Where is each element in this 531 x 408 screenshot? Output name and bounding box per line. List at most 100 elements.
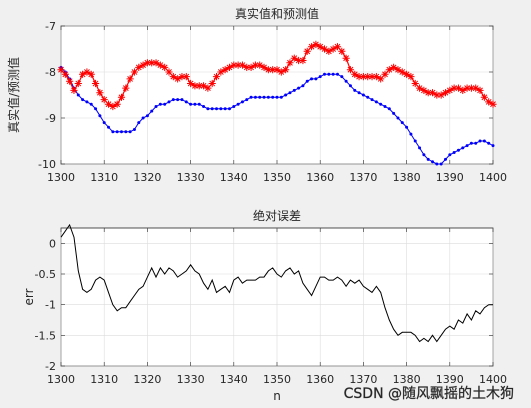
chart-title: 真实值和预测值 (235, 6, 319, 21)
data-point (351, 70, 359, 78)
x-tick-label: 1380 (393, 373, 421, 386)
data-point (139, 61, 147, 69)
data-point (124, 130, 128, 134)
data-point (187, 79, 195, 88)
data-point (303, 47, 311, 55)
data-point (113, 100, 121, 108)
data-point (225, 63, 234, 71)
data-point (448, 153, 452, 157)
y-axis-label: 真实值/预测值 (6, 57, 21, 133)
y-tick-label: -1.5 (35, 329, 56, 342)
data-point (456, 148, 460, 152)
data-point (217, 68, 225, 76)
data-point (454, 84, 463, 92)
data-point (323, 72, 327, 76)
x-tick-label: 1310 (90, 171, 118, 184)
data-point (372, 73, 380, 81)
data-point (189, 102, 193, 106)
data-point (130, 68, 139, 76)
data-point (491, 144, 495, 148)
subplot-true-vs-predicted: 真实值和预测值 1300 1310 1320 1330 1340 1350 1360 1370… (6, 6, 507, 184)
data-point (487, 141, 491, 145)
data-point (305, 79, 309, 83)
data-point (251, 61, 259, 69)
y-tick-label: -2 (45, 360, 56, 373)
data-point (387, 107, 391, 111)
data-point (407, 73, 415, 81)
data-point (411, 79, 419, 88)
data-point (79, 70, 87, 78)
data-point (109, 102, 117, 111)
data-point (98, 114, 102, 118)
tick-marks (60, 228, 494, 367)
data-point (184, 100, 188, 104)
data-point (370, 98, 374, 102)
data-point (61, 70, 69, 78)
y-tick-label: -10 (38, 158, 56, 171)
data-point (420, 86, 428, 94)
data-point (66, 77, 74, 85)
data-point (441, 89, 450, 97)
x-tick-label: 1330 (177, 171, 205, 184)
data-point (299, 56, 307, 65)
y-tick-labels: -2 -1.5 -1 -0.5 0 (35, 237, 56, 373)
x-tick-label: 1330 (177, 373, 205, 386)
series-layer (60, 223, 493, 343)
data-point (383, 105, 387, 108)
x-tick-label: 1380 (393, 171, 421, 184)
data-point (368, 73, 376, 81)
grid (60, 228, 494, 367)
data-point (182, 73, 190, 81)
data-point (141, 116, 145, 120)
tick-marks (60, 25, 494, 165)
data-point (428, 89, 437, 97)
data-point (463, 84, 471, 92)
data-point (74, 79, 82, 88)
data-point (394, 66, 402, 74)
y-tick-label: -1 (45, 299, 56, 312)
data-point (437, 91, 445, 99)
data-point (310, 77, 314, 81)
data-point (206, 107, 210, 111)
data-point (346, 66, 355, 74)
data-point (256, 61, 264, 69)
data-point (236, 102, 240, 106)
data-point (331, 72, 335, 76)
data-point (446, 86, 454, 94)
data-point (195, 82, 203, 90)
data-point (94, 107, 98, 111)
data-point (119, 130, 123, 134)
data-point (266, 95, 270, 99)
data-point (135, 63, 143, 71)
series-line (60, 223, 493, 343)
x-tick-labels: 1300 1310 1320 1330 1340 1350 1360 1370 1380 1390… (47, 171, 507, 184)
data-point (312, 40, 320, 48)
data-point (366, 95, 370, 99)
data-point (301, 84, 305, 88)
x-tick-label: 1310 (90, 373, 118, 386)
data-point (485, 98, 493, 106)
data-point (57, 66, 65, 74)
data-point (452, 151, 456, 154)
x-tick-label: 1400 (479, 373, 507, 386)
data-point (435, 162, 439, 166)
y-axis-label: err (22, 288, 36, 305)
x-tick-label: 1340 (220, 373, 248, 386)
data-point (374, 100, 378, 104)
x-tick-labels: 1300 1310 1320 1330 1340 1350 1360 1370 1380 1390… (47, 373, 507, 386)
data-point (169, 73, 177, 81)
data-point (409, 132, 413, 136)
data-point (426, 157, 430, 161)
data-point (137, 121, 141, 125)
data-point (215, 107, 219, 111)
data-point (212, 73, 221, 81)
data-point (165, 68, 173, 76)
data-point (325, 47, 333, 55)
data-point (344, 79, 348, 83)
x-tick-label: 1350 (263, 171, 291, 184)
data-point (171, 98, 175, 102)
data-point (400, 121, 404, 125)
data-point (316, 43, 324, 51)
data-point (208, 79, 216, 88)
data-point (107, 125, 111, 129)
